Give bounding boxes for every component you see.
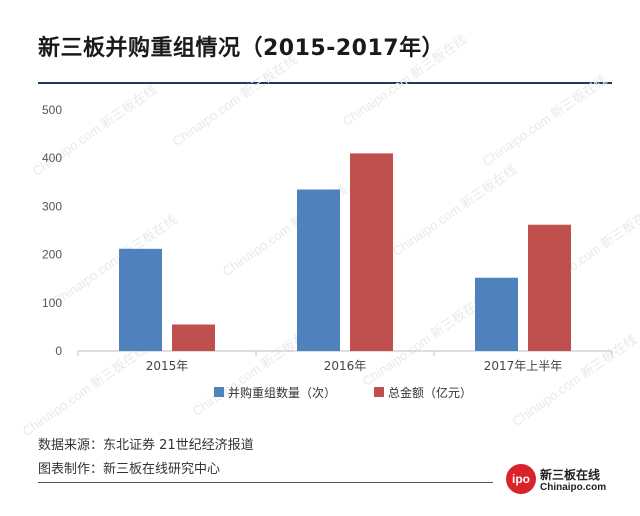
legend-swatch [374,387,384,397]
y-tick-label: 300 [42,199,62,213]
chinaipo-logo: ipo 新三板在线 Chinaipo.com [506,462,626,502]
bar-count [297,189,340,351]
x-tick-label: 2016年 [324,359,367,373]
bar-amount [172,324,215,351]
data-source-note: 数据来源：东北证券 21世纪经济报道 [38,438,254,453]
x-tick-label: 2015年 [146,359,189,373]
y-tick-label: 500 [42,103,62,117]
chart-title: 新三板并购重组情况（2015-2017年） [38,36,445,61]
y-tick-label: 100 [42,296,62,310]
logo-name-en: Chinaipo.com [540,482,607,493]
bar-count [119,248,162,351]
legend-swatch [214,387,224,397]
legend-label: 并购重组数量（次） [228,385,336,400]
bar-count [475,277,518,351]
y-tick-label: 400 [42,151,62,165]
legend-label: 总金额（亿元） [388,385,472,400]
bar-chart: 0 100 200 300 400 500 2015年 2016年 2017年上半年并购重组数量… [42,103,613,400]
title-divider [38,82,612,84]
bar-amount [350,153,393,351]
x-tick-label: 2017年上半年 [484,359,563,373]
bar-amount [528,224,571,351]
y-tick-label: 200 [42,248,62,262]
logo-name-cn: 新三板在线 [540,468,601,482]
logo-badge-icon: ipo [506,464,536,494]
chart-author-note: 图表制作：新三板在线研究中心 [38,462,221,477]
footer-divider [38,482,493,483]
y-tick-label: 0 [55,344,62,358]
